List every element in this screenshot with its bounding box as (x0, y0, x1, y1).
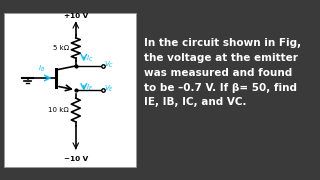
Text: 5 kΩ: 5 kΩ (52, 45, 69, 51)
Text: $V_C$: $V_C$ (104, 60, 115, 70)
Text: 10 kΩ: 10 kΩ (48, 107, 69, 113)
Text: −10 V: −10 V (64, 156, 88, 162)
Text: $I_C$: $I_C$ (86, 54, 94, 64)
FancyBboxPatch shape (4, 13, 136, 167)
Text: +10 V: +10 V (64, 13, 88, 19)
Text: $I_B$: $I_B$ (38, 64, 45, 74)
Text: $V_E$: $V_E$ (104, 84, 114, 94)
Text: In the circuit shown in Fig,
the voltage at the emitter
was measured and found
t: In the circuit shown in Fig, the voltage… (144, 38, 301, 107)
Text: $I_E$: $I_E$ (86, 83, 94, 93)
